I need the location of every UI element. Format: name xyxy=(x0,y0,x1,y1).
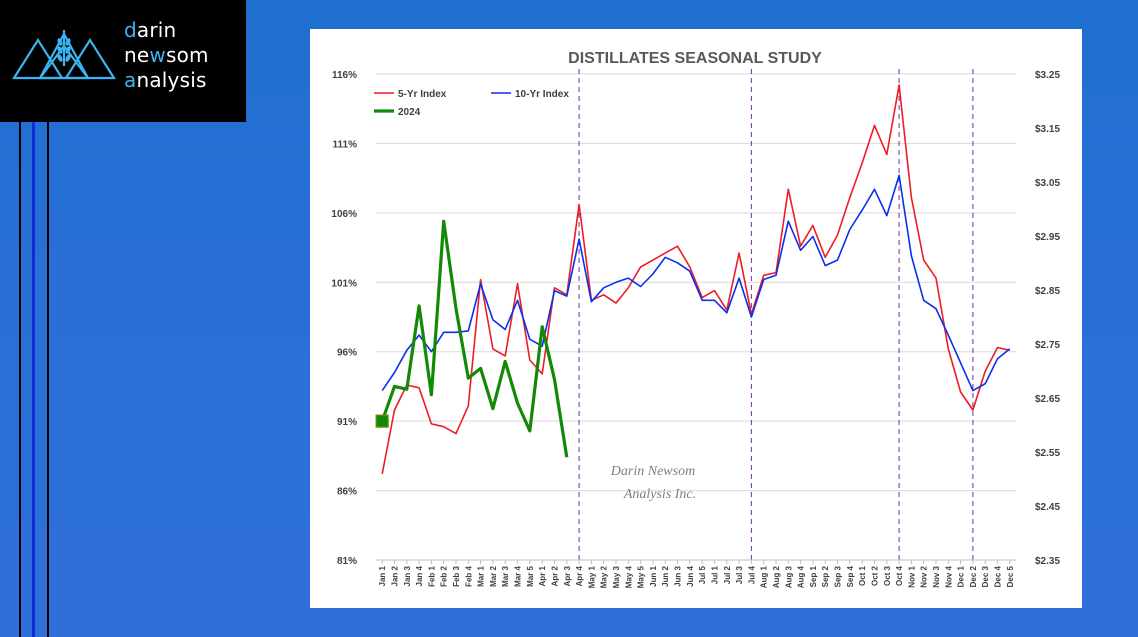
series-line-2 xyxy=(380,219,569,458)
y-right-tick-label: $3.25 xyxy=(1035,70,1060,81)
x-tick-label: Aug 4 xyxy=(797,565,806,588)
x-tick-label: Jan 2 xyxy=(390,565,399,586)
x-tick-label: Apr 1 xyxy=(538,565,547,586)
y-left-tick-label: 111% xyxy=(333,139,358,150)
x-tick-label: Jan 1 xyxy=(378,565,387,586)
vertical-markers xyxy=(578,69,974,560)
x-tick-label: Jun 2 xyxy=(661,565,670,586)
legend-label-1: 10-Yr Index xyxy=(515,89,569,100)
x-tick-label: Oct 3 xyxy=(883,565,892,586)
x-tick-label: May 2 xyxy=(600,565,609,588)
watermark-line-2: Analysis Inc. xyxy=(623,487,696,502)
y-right-tick-label: $2.35 xyxy=(1035,556,1060,567)
x-tick-label: Jan 3 xyxy=(403,565,412,586)
legend-label-2: 2024 xyxy=(398,107,421,118)
x-tick-label: Sep 1 xyxy=(809,565,818,587)
x-tick-label: Feb 1 xyxy=(427,565,436,586)
x-tick-label: Jun 3 xyxy=(674,565,683,586)
x-tick-label: Apr 4 xyxy=(575,565,584,586)
y-left-tick-label: 91% xyxy=(337,417,357,428)
axis-layer: 116% 111% 106% 101% 96% 91% 86% 81% $3.25 $3.15 $3… xyxy=(331,70,1060,588)
wheat-mountains-logo-icon xyxy=(12,30,116,80)
y-right-tick-label: $2.95 xyxy=(1035,232,1060,243)
x-tick-label: Mar 3 xyxy=(501,565,510,586)
legend-label-0: 5-Yr Index xyxy=(398,89,447,100)
y-right-tick-label: $3.05 xyxy=(1035,178,1060,189)
x-tick-label: Aug 1 xyxy=(760,565,769,588)
x-tick-label: Jul 3 xyxy=(735,565,744,584)
y-right-tick-label: $2.45 xyxy=(1035,502,1060,513)
x-tick-label: Jun 4 xyxy=(686,565,695,586)
y-right-tick-label: $2.55 xyxy=(1035,448,1060,459)
logo-line-darin: darin xyxy=(124,18,177,42)
x-tick-label: Jan 4 xyxy=(415,565,424,586)
legend: 5-Yr Index 10-Yr Index 2024 xyxy=(374,89,569,118)
chart-title: DISTILLATES SEASONAL STUDY xyxy=(568,50,822,67)
series-marker xyxy=(375,414,389,428)
x-tick-label: Aug 3 xyxy=(784,565,793,588)
x-tick-label: Dec 3 xyxy=(981,565,990,587)
x-tick-label: Nov 4 xyxy=(944,565,953,587)
x-tick-label: Feb 3 xyxy=(452,565,461,586)
seasonal-chart: DISTILLATES SEASONAL STUDY 116%111%106%1… xyxy=(331,50,1060,588)
x-tick-label: Nov 1 xyxy=(907,565,916,587)
x-tick-label: Mar 2 xyxy=(489,565,498,586)
x-tick-label: Sep 2 xyxy=(821,565,830,587)
x-tick-label: Oct 2 xyxy=(870,565,879,586)
decorative-line xyxy=(19,122,21,637)
y-left-tick-label: 106% xyxy=(331,209,357,220)
x-tick-label: Jul 2 xyxy=(723,565,732,584)
x-tick-label: May 4 xyxy=(624,565,633,588)
x-tick-label: Mar 4 xyxy=(514,565,523,586)
y-left-tick-label: 116% xyxy=(332,70,357,81)
logo-line-analysis: analysis xyxy=(124,68,207,92)
x-tick-label: Mar 5 xyxy=(526,565,535,586)
x-tick-label: Feb 2 xyxy=(440,565,449,586)
chart-panel: DISTILLATES SEASONAL STUDY 116% 111% 106% 1… xyxy=(310,29,1082,608)
x-tick-label: Dec 5 xyxy=(1006,565,1015,587)
x-tick-label: Nov 3 xyxy=(932,565,941,587)
x-tick-label: Jul 1 xyxy=(710,565,719,584)
x-tick-label: Oct 4 xyxy=(895,565,904,586)
x-tick-label: Aug 2 xyxy=(772,565,781,588)
decorative-line xyxy=(32,122,35,637)
y-left-tick-label: 101% xyxy=(331,278,357,289)
y-right-tick-label: $2.75 xyxy=(1035,340,1060,351)
x-tick-label: Apr 3 xyxy=(563,565,572,586)
x-tick-label: Apr 2 xyxy=(550,565,559,586)
x-tick-label: Dec 4 xyxy=(994,565,1003,587)
y-right-tick-label: $2.85 xyxy=(1035,286,1060,297)
x-tick-label: May 1 xyxy=(587,565,596,588)
y-left-tick-label: 81% xyxy=(337,556,357,567)
x-tick-label: Jul 5 xyxy=(698,565,707,584)
x-tick-label: Sep 3 xyxy=(834,565,843,587)
series-line-1 xyxy=(381,174,1011,392)
x-tick-label: Nov 2 xyxy=(920,565,929,587)
x-tick-label: Jul 4 xyxy=(747,565,756,584)
y-right-tick-label: $2.65 xyxy=(1035,394,1060,405)
decorative-line xyxy=(47,122,49,637)
x-tick-label: Oct 1 xyxy=(858,565,867,586)
x-tick-label: Feb 4 xyxy=(464,565,473,586)
x-tick-label: May 5 xyxy=(637,565,646,588)
x-tick-label: Dec 2 xyxy=(969,565,978,587)
y-right-tick-label: $3.15 xyxy=(1035,124,1060,135)
x-tick-label: Sep 4 xyxy=(846,565,855,587)
x-tick-label: Jun 1 xyxy=(649,565,658,586)
x-tick-label: May 3 xyxy=(612,565,621,588)
series-line-0 xyxy=(381,84,1010,475)
y-left-tick-label: 86% xyxy=(337,487,357,498)
x-tick-label: Dec 1 xyxy=(957,565,966,587)
logo-banner: darin newsom analysis xyxy=(0,0,246,122)
y-left-tick-label: 96% xyxy=(337,348,357,359)
series-layer xyxy=(375,84,1011,475)
logo-line-newsom: newsom xyxy=(124,43,209,67)
watermark-line-1: Darin Newsom xyxy=(610,464,695,479)
x-tick-label: Mar 1 xyxy=(477,565,486,586)
logo-wordmark: darin newsom analysis xyxy=(124,18,209,93)
